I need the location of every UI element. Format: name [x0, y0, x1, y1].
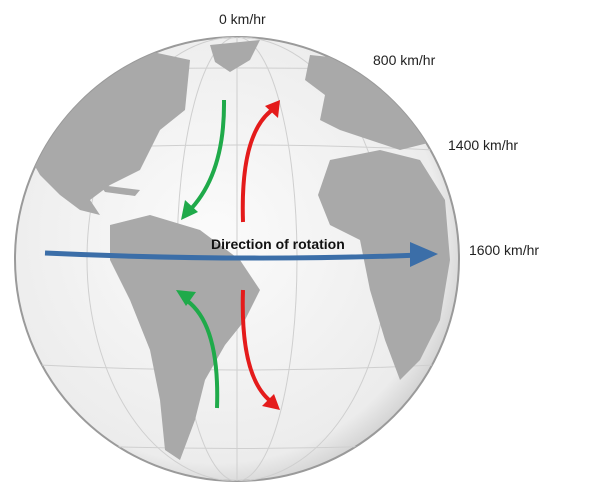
south-america [110, 215, 260, 460]
red-arrow-north [240, 106, 277, 223]
green-arrow-north [186, 99, 227, 214]
red-arrow-south [240, 289, 275, 405]
speed-label-mid-lat: 1400 km/hr [448, 137, 519, 153]
africa [318, 150, 450, 380]
speed-label-equator: 1600 km/hr [469, 242, 540, 258]
green-arrow-south [181, 296, 220, 409]
greenland [210, 40, 260, 72]
europe [305, 55, 440, 150]
speed-label-high-lat: 800 km/hr [373, 52, 436, 68]
caribbean [100, 185, 140, 196]
rotation-arrow [44, 250, 421, 261]
arrows [44, 99, 438, 410]
speed-label-pole: 0 km/hr [219, 11, 266, 27]
rotation-label: Direction of rotation [211, 236, 345, 252]
rotation-arrowhead [410, 242, 438, 267]
